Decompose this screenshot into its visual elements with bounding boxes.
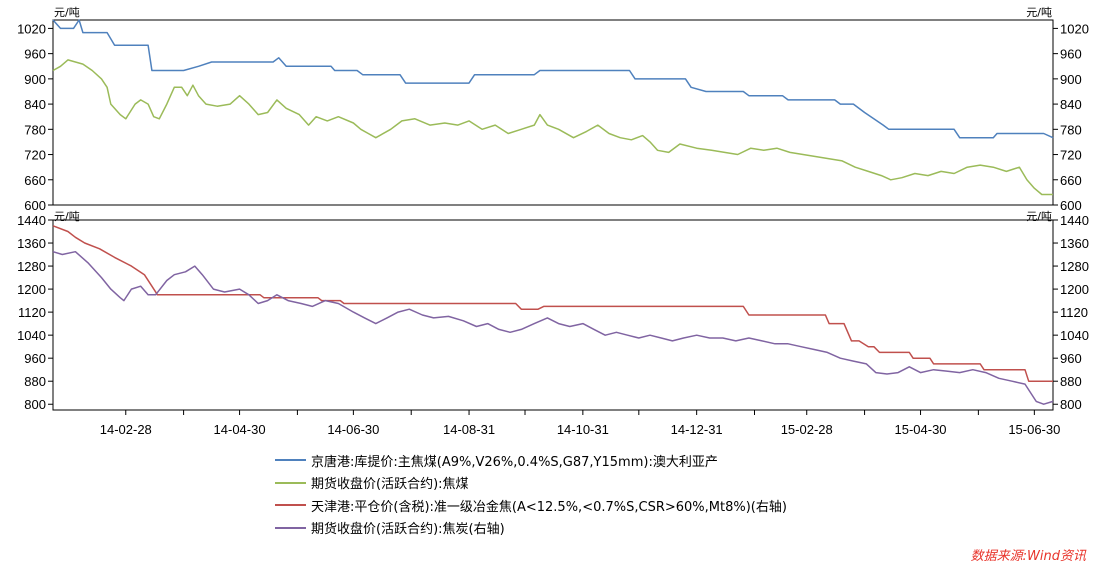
lower-ytick-label-right: 960 <box>1060 351 1082 366</box>
lower-ytick-label-left: 1440 <box>17 213 46 228</box>
lower-series-group <box>52 225 1054 405</box>
upper-ytick-label-right: 600 <box>1060 198 1082 213</box>
lower-panel: 元/吨 元/吨 800 880 960 1040 1120 1200 1280 1360 144… <box>17 210 1089 412</box>
chart-canvas: 元/吨 元/吨 600 660 720 780 840 900 960 1020 600 660… <box>17 6 1089 437</box>
upper-ytick-label-right: 720 <box>1060 148 1082 163</box>
x-tick-label: 15-04-30 <box>895 422 947 437</box>
legend-item-coking-coal-futures: 期货收盘价(活跃合约):焦煤 <box>275 472 787 495</box>
lower-ytick-label-right: 1200 <box>1060 282 1089 297</box>
upper-series-line-2 <box>52 59 1053 196</box>
upper-ytick-label-right: 900 <box>1060 72 1082 87</box>
lower-ytick-label-left: 880 <box>24 374 46 389</box>
lower-ytick-label-left: 800 <box>24 397 46 412</box>
upper-series-group <box>52 19 1054 196</box>
upper-ytick-label-right: 960 <box>1060 47 1082 62</box>
legend: 京唐港:库提价:主焦煤(A9%,V26%,0.4%S,G87,Y15mm):澳大… <box>275 449 787 539</box>
source-note: 数据来源:Wind资讯 <box>970 549 1086 564</box>
upper-ytick-label-left: 780 <box>24 122 46 137</box>
x-tick-label: 15-02-28 <box>781 422 833 437</box>
lower-ytick-label-right: 880 <box>1060 374 1082 389</box>
lower-ytick-label-right: 1440 <box>1060 213 1089 228</box>
lower-plot-frame <box>52 219 1054 411</box>
lower-left-axis: 800 880 960 1040 1120 1200 1280 1360 1440 <box>17 213 53 412</box>
legend-swatch <box>275 481 306 484</box>
x-tick-label: 14-10-31 <box>557 422 609 437</box>
lower-ytick-label-left: 1200 <box>17 282 46 297</box>
lower-ytick-label-left: 1120 <box>18 305 46 320</box>
legend-swatch <box>275 459 306 462</box>
x-tick-label: 14-02-28 <box>100 422 152 437</box>
upper-ytick-label-left: 660 <box>24 173 46 188</box>
legend-item-tianjin-coke-price: 天津港:平仓价(含税):准一级冶金焦(A<12.5%,<0.7%S,CSR>60… <box>275 494 787 517</box>
lower-ytick-label-right: 800 <box>1060 397 1082 412</box>
upper-ytick-label-left: 960 <box>24 47 46 62</box>
upper-series-line-1 <box>52 19 1054 139</box>
lower-ytick-label-left: 1280 <box>17 259 46 274</box>
x-tick-label: 14-04-30 <box>214 422 266 437</box>
lower-ytick-label-left: 1360 <box>17 236 46 251</box>
upper-ytick-label-left: 1020 <box>17 21 46 36</box>
upper-panel: 元/吨 元/吨 600 660 720 780 840 900 960 1020 600 660… <box>17 6 1089 213</box>
x-tick-label: 15-06-30 <box>1008 422 1060 437</box>
upper-plot-frame <box>52 19 1054 206</box>
lower-left-unit-label: 元/吨 <box>54 210 80 223</box>
upper-right-unit-label: 元/吨 <box>1026 6 1052 19</box>
upper-ytick-label-right: 840 <box>1060 97 1082 112</box>
lower-series-line-2 <box>52 250 1054 405</box>
upper-left-axis: 600 660 720 780 840 900 960 1020 <box>17 21 53 213</box>
legend-label: 天津港:平仓价(含税):准一级冶金焦(A<12.5%,<0.7%S,CSR>60… <box>311 499 787 515</box>
lower-ytick-label-left: 960 <box>24 351 46 366</box>
legend-label: 京唐港:库提价:主焦煤(A9%,V26%,0.4%S,G87,Y15mm):澳大… <box>311 454 718 470</box>
legend-item-australia-coking-coal: 京唐港:库提价:主焦煤(A9%,V26%,0.4%S,G87,Y15mm):澳大… <box>275 449 787 472</box>
legend-swatch <box>275 504 306 507</box>
upper-ytick-label-right: 1020 <box>1060 21 1089 36</box>
lower-ytick-label-left: 1040 <box>17 328 46 343</box>
legend-label: 期货收盘价(活跃合约):焦煤 <box>311 477 469 493</box>
x-tick-label: 14-06-30 <box>327 422 379 437</box>
x-axis: 14-02-28 14-04-30 14-06-30 14-08-31 14-10-31… <box>100 410 1060 437</box>
upper-ytick-label-right: 780 <box>1060 122 1082 137</box>
lower-series-line-1 <box>52 225 1053 382</box>
lower-ytick-label-right: 1120 <box>1060 305 1088 320</box>
upper-ytick-label-right: 660 <box>1060 173 1082 188</box>
upper-left-unit-label: 元/吨 <box>54 6 80 19</box>
lower-ytick-label-right: 1040 <box>1060 328 1089 343</box>
x-tick-label: 14-12-31 <box>671 422 723 437</box>
upper-ytick-label-left: 600 <box>24 198 46 213</box>
legend-label: 期货收盘价(活跃合约):焦炭(右轴) <box>311 522 505 538</box>
upper-ytick-label-left: 720 <box>24 148 46 163</box>
legend-swatch <box>275 526 306 529</box>
upper-right-axis: 600 660 720 780 840 900 960 1020 <box>1053 21 1089 213</box>
legend-item-coke-futures: 期货收盘价(活跃合约):焦炭(右轴) <box>275 517 787 540</box>
x-tick-label: 14-08-31 <box>443 422 495 437</box>
upper-ytick-label-left: 840 <box>24 97 46 112</box>
lower-right-unit-label: 元/吨 <box>1026 210 1052 223</box>
lower-ytick-label-right: 1280 <box>1060 259 1089 274</box>
lower-right-axis: 800 880 960 1040 1120 1200 1280 1360 1440 <box>1053 213 1089 412</box>
upper-ytick-label-left: 900 <box>24 72 46 87</box>
lower-ytick-label-right: 1360 <box>1060 236 1089 251</box>
